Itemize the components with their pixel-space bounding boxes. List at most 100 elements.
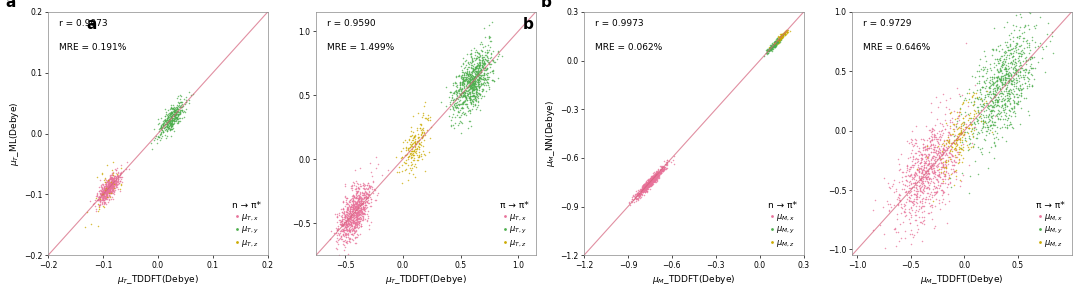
Point xyxy=(904,156,921,161)
Point xyxy=(654,166,672,171)
Point xyxy=(448,91,465,96)
Point xyxy=(454,70,471,75)
Point xyxy=(934,163,951,168)
Point xyxy=(646,174,663,179)
Point xyxy=(1005,60,1023,64)
Point xyxy=(637,186,654,190)
Point xyxy=(470,70,487,74)
Point xyxy=(102,185,119,189)
Point xyxy=(453,94,470,99)
Point xyxy=(332,236,349,240)
Point xyxy=(473,59,490,64)
Point xyxy=(997,86,1014,91)
Point xyxy=(97,189,114,194)
Point xyxy=(630,191,647,195)
Point xyxy=(448,105,465,110)
Point xyxy=(960,136,977,140)
Point xyxy=(89,193,106,197)
Point xyxy=(106,174,123,178)
Point xyxy=(347,215,364,219)
Point xyxy=(463,63,481,67)
Point xyxy=(157,114,174,118)
Point xyxy=(770,37,787,41)
Point xyxy=(351,201,368,206)
Point xyxy=(977,115,995,119)
Point xyxy=(966,125,983,129)
Point xyxy=(1010,35,1027,40)
X-axis label: $\mu_{M}$_TDDFT(Debye): $\mu_{M}$_TDDFT(Debye) xyxy=(652,273,735,286)
Point xyxy=(335,211,352,216)
Point xyxy=(771,35,788,40)
Point xyxy=(918,179,935,183)
Point xyxy=(636,185,653,190)
Point xyxy=(111,187,129,192)
Point xyxy=(638,184,656,188)
Point xyxy=(454,91,471,96)
Point xyxy=(934,192,951,197)
Point xyxy=(1020,81,1037,86)
Point xyxy=(98,196,116,201)
Point xyxy=(348,211,365,216)
Point xyxy=(885,182,902,186)
Point xyxy=(345,212,362,216)
Point xyxy=(100,183,118,188)
Point xyxy=(990,83,1008,88)
Point xyxy=(953,126,970,131)
Point xyxy=(768,37,785,42)
Point xyxy=(454,76,471,81)
Point xyxy=(912,174,929,179)
Point xyxy=(646,176,663,181)
Point xyxy=(345,208,362,213)
Point xyxy=(462,77,480,82)
Point xyxy=(999,73,1016,78)
Point xyxy=(464,78,482,83)
Point xyxy=(451,118,469,123)
Point xyxy=(638,189,656,193)
Point xyxy=(631,194,648,198)
Point xyxy=(905,232,922,237)
Point xyxy=(918,195,935,200)
Point xyxy=(342,212,360,216)
Point xyxy=(1015,67,1032,72)
Point xyxy=(339,221,356,226)
Point xyxy=(645,174,662,179)
Point xyxy=(928,185,945,190)
Point xyxy=(143,146,160,151)
Point xyxy=(345,232,362,237)
Point xyxy=(164,122,181,127)
Point xyxy=(92,191,109,195)
Point xyxy=(413,140,430,145)
Point xyxy=(465,84,483,89)
Point xyxy=(166,112,184,117)
Point xyxy=(460,78,477,83)
Point xyxy=(999,52,1016,57)
Point xyxy=(654,167,672,172)
Point xyxy=(455,99,472,104)
Point xyxy=(171,101,188,106)
Point xyxy=(165,119,183,123)
Point xyxy=(333,217,350,221)
Point xyxy=(402,144,419,149)
Point xyxy=(97,183,114,188)
Point xyxy=(902,186,919,191)
Point xyxy=(345,203,362,208)
Point xyxy=(928,149,945,154)
Point xyxy=(98,187,116,191)
Point xyxy=(167,106,185,111)
Point xyxy=(93,192,110,197)
Point xyxy=(346,203,363,208)
Point xyxy=(461,86,478,91)
Point xyxy=(459,93,476,97)
Point xyxy=(330,217,348,222)
Point xyxy=(939,123,956,128)
Point xyxy=(111,175,129,179)
Point xyxy=(338,218,355,223)
Point xyxy=(416,130,433,135)
Point xyxy=(476,62,494,66)
Point xyxy=(334,227,351,232)
Point xyxy=(481,48,498,52)
Point xyxy=(761,46,779,51)
Point xyxy=(653,169,671,174)
Point xyxy=(461,52,478,57)
Point xyxy=(99,188,117,193)
